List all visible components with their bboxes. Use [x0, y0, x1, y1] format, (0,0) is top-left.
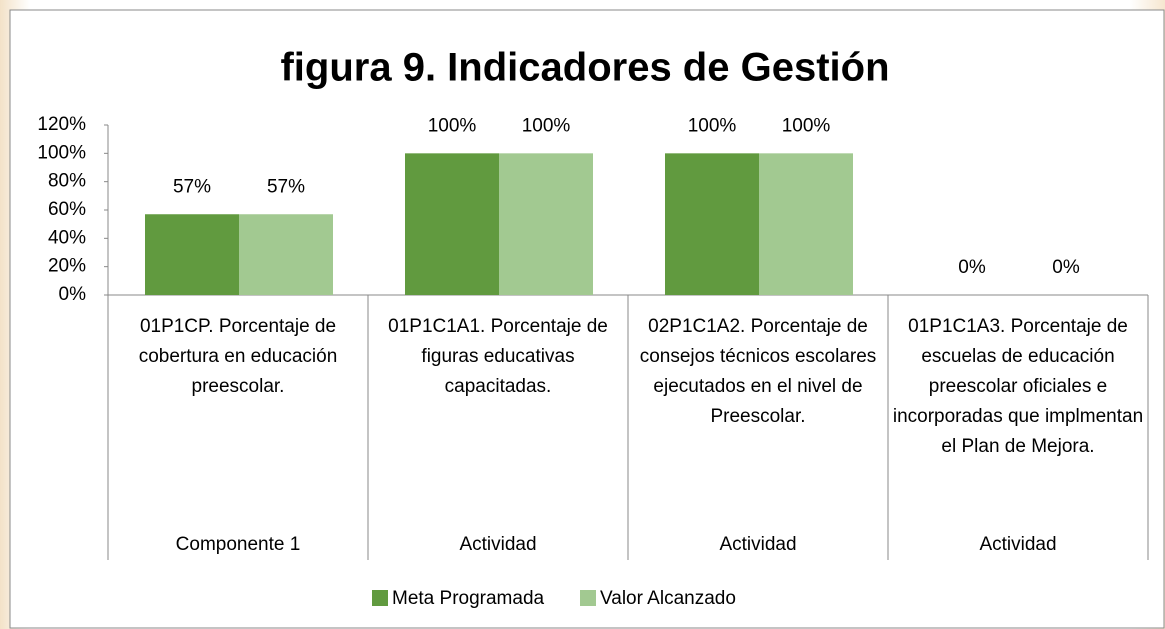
- chart-title: figura 9. Indicadores de Gestión: [280, 46, 889, 90]
- bar: [759, 153, 853, 295]
- y-tick-label: 60%: [48, 199, 86, 220]
- bar: [665, 153, 759, 295]
- chart-frame: [9, 9, 1165, 629]
- y-tick-label: 100%: [37, 142, 86, 163]
- bar: [499, 153, 593, 295]
- legend-swatch: [372, 590, 388, 606]
- category-group-label: Componente 1: [176, 534, 301, 555]
- category-label-box: 01P1CP. Porcentaje de cobertura en educa…: [138, 316, 338, 397]
- category-group-label: Actividad: [719, 534, 796, 555]
- bar: [145, 214, 239, 295]
- x-tick-label: 01P1C1A1. Porcentaje de figuras educativ…: [388, 316, 608, 397]
- data-label: 100%: [688, 115, 737, 136]
- category-group-label: Actividad: [979, 534, 1056, 555]
- bar: [405, 153, 499, 295]
- data-label: 0%: [1052, 257, 1080, 278]
- bar: [239, 214, 333, 295]
- y-tick-label: 40%: [48, 227, 86, 248]
- category-group-label: Actividad: [459, 534, 536, 555]
- y-tick-label: 0%: [59, 284, 87, 305]
- data-label: 100%: [428, 115, 477, 136]
- data-label: 57%: [267, 176, 305, 197]
- category-label-box: 02P1C1A2. Porcentaje de consejos técnico…: [639, 316, 877, 427]
- x-tick-label: 02P1C1A2. Porcentaje de consejos técnico…: [639, 316, 877, 427]
- y-tick-label: 20%: [48, 256, 86, 277]
- y-tick-label: 120%: [37, 114, 86, 135]
- category-label-box: 01P1C1A3. Porcentaje de escuelas de educ…: [892, 316, 1144, 457]
- legend-label: Meta Programada: [392, 588, 545, 609]
- data-label: 0%: [958, 257, 986, 278]
- y-tick-label: 80%: [48, 171, 86, 192]
- data-label: 100%: [782, 115, 831, 136]
- legend-label: Valor Alcanzado: [600, 588, 736, 609]
- x-tick-label: 01P1C1A3. Porcentaje de escuelas de educ…: [892, 316, 1144, 457]
- category-label-box: 01P1C1A1. Porcentaje de figuras educativ…: [388, 316, 608, 397]
- x-tick-label: 01P1CP. Porcentaje de cobertura en educa…: [138, 316, 338, 397]
- data-label: 100%: [522, 115, 571, 136]
- legend-swatch: [580, 590, 596, 606]
- data-label: 57%: [173, 176, 211, 197]
